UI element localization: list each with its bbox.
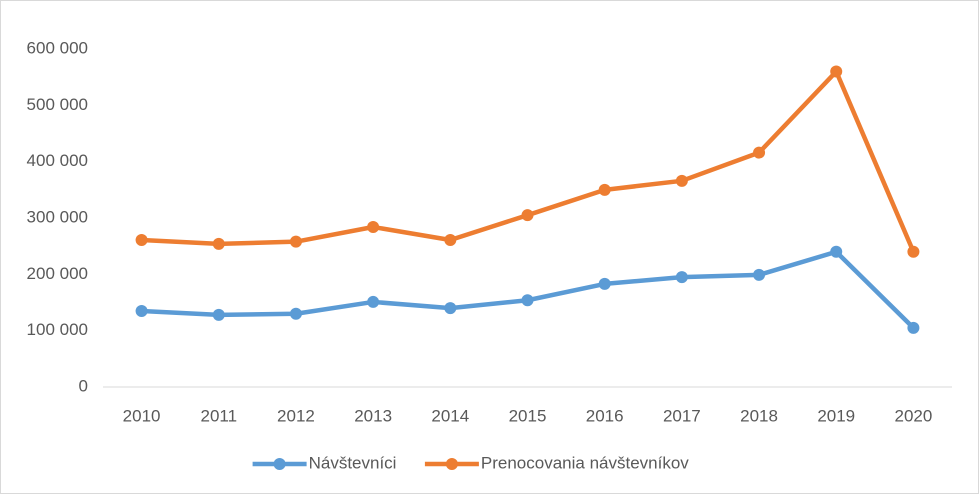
- legend-marker: [273, 458, 286, 470]
- x-tick-label: 2017: [663, 406, 701, 425]
- x-tick-label: 2019: [817, 406, 855, 425]
- x-tick-label: 2013: [354, 406, 392, 425]
- data-point: [521, 294, 534, 307]
- data-point: [598, 183, 611, 196]
- legend-label: Návštevníci: [309, 453, 397, 472]
- data-point: [289, 307, 302, 320]
- y-tick-label: 200 000: [27, 264, 88, 283]
- y-tick-label: 600 000: [27, 38, 88, 57]
- data-point: [598, 277, 611, 290]
- data-point: [289, 235, 302, 248]
- y-tick-label: 100 000: [27, 320, 88, 339]
- legend-label: Prenocovania návštevníkov: [481, 453, 689, 472]
- data-point: [753, 146, 766, 159]
- data-point: [367, 295, 380, 308]
- data-point: [212, 308, 225, 321]
- y-tick-label: 300 000: [27, 207, 88, 226]
- data-point: [367, 221, 380, 234]
- x-tick-label: 2016: [586, 406, 624, 425]
- data-point: [907, 321, 920, 334]
- data-point: [444, 233, 457, 246]
- data-point: [675, 174, 688, 187]
- data-point: [830, 65, 843, 78]
- x-tick-label: 2018: [740, 406, 778, 425]
- data-point: [675, 271, 688, 284]
- data-point: [830, 245, 843, 258]
- x-tick-label: 2020: [894, 406, 932, 425]
- data-point: [521, 209, 534, 222]
- data-point: [212, 237, 225, 250]
- data-point: [753, 268, 766, 281]
- y-tick-label: 400 000: [27, 151, 88, 170]
- legend-marker: [445, 458, 458, 470]
- x-tick-label: 2015: [509, 406, 547, 425]
- data-point: [135, 233, 148, 246]
- data-point: [135, 304, 148, 317]
- x-tick-label: 2014: [431, 406, 469, 425]
- y-tick-label: 0: [79, 376, 88, 395]
- x-tick-label: 2012: [277, 406, 315, 425]
- data-point: [444, 302, 457, 315]
- data-point: [907, 245, 920, 258]
- x-tick-label: 2011: [200, 406, 237, 425]
- x-tick-label: 2010: [123, 406, 161, 425]
- y-tick-label: 500 000: [27, 95, 88, 114]
